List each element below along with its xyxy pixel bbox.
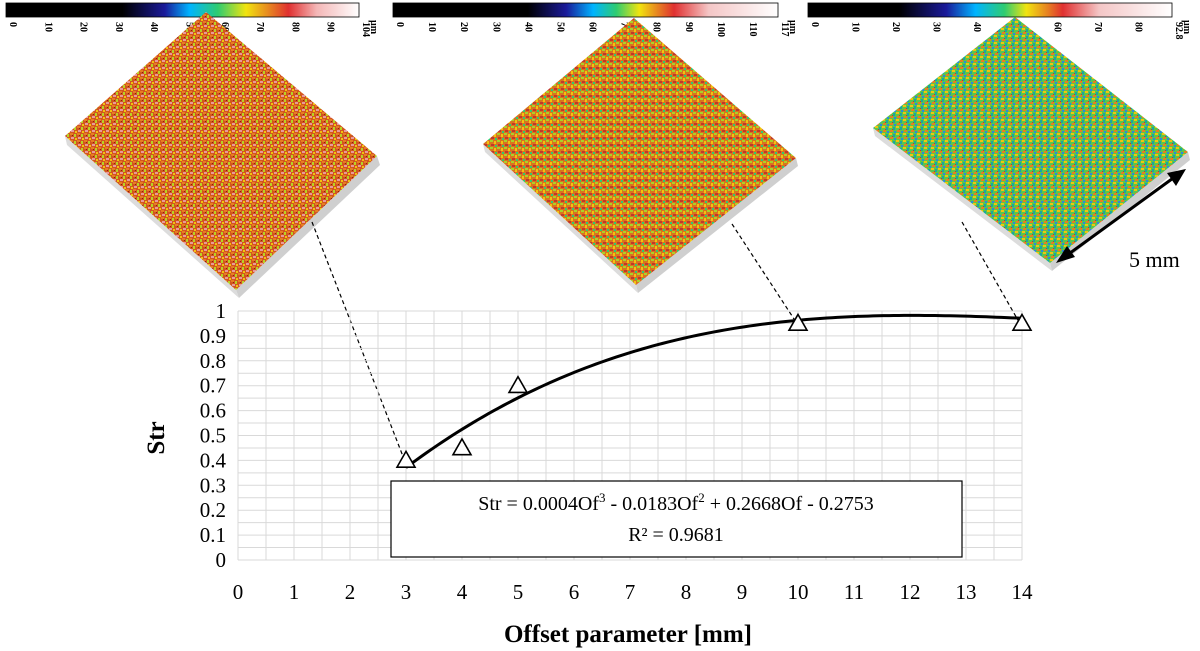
equation-box: Str = 0.0004Of3 - 0.0183Of2 + 0.2668Of -… xyxy=(390,480,963,558)
data-point-marker xyxy=(451,437,473,456)
colorbar-tick-label: 80 xyxy=(289,22,300,32)
x-tick-label: 8 xyxy=(681,580,692,604)
colorbar-tick-label: 20 xyxy=(890,22,901,32)
data-point-marker xyxy=(507,375,529,394)
colorbar-tick-label: 0 xyxy=(809,22,820,27)
equation-line-2: R² = 0.9681 xyxy=(628,524,724,546)
x-tick-label: 3 xyxy=(401,580,412,604)
colorbar-tick-label: 40 xyxy=(522,22,533,32)
colorbar-tick-label: 0 xyxy=(394,22,405,27)
x-tick-label: 9 xyxy=(737,580,748,604)
equation-line-1: Str = 0.0004Of3 - 0.0183Of2 + 0.2668Of -… xyxy=(478,490,874,515)
surface-image-1 xyxy=(65,12,380,298)
colorbar-gradient xyxy=(807,2,1173,18)
colorbar-gradient xyxy=(392,2,779,18)
x-tick-labels: 0 1 2 3 4 5 6 7 8 9 10 11 12 13 14 xyxy=(233,580,1033,604)
x-axis-title: Offset parameter [mm] xyxy=(504,621,752,648)
colorbar-tick-label: 100 xyxy=(715,22,726,37)
colorbar-tick-label: 40 xyxy=(148,22,159,32)
x-tick-label: 2 xyxy=(345,580,356,604)
colorbar-2: 0102030405060708090100110117µm xyxy=(392,2,798,37)
data-point-marker xyxy=(1011,312,1033,332)
trendline xyxy=(405,313,1023,469)
x-tick-label: 7 xyxy=(625,580,636,604)
colorbar-tick-label: 30 xyxy=(113,22,124,32)
surface-image-2 xyxy=(483,18,798,293)
y-tick-label: 0.5 xyxy=(200,424,226,448)
colorbar-tick-label: 0 xyxy=(7,22,18,27)
colorbar-tick-label: 104 xyxy=(360,22,371,37)
y-tick-label: 0.9 xyxy=(200,324,226,348)
y-tick-label: 0.3 xyxy=(200,473,226,497)
x-tick-label: 6 xyxy=(569,580,580,604)
y-axis-title: Str xyxy=(143,421,170,454)
colorbar-tick-label: 60 xyxy=(587,22,598,32)
y-tick-label: 0.7 xyxy=(200,374,226,398)
y-tick-labels: 00.10.20.30.40.50.60.70.80.91 xyxy=(200,299,227,572)
x-tick-label: 13 xyxy=(956,580,977,604)
x-tick-label: 12 xyxy=(900,580,921,604)
y-tick-label: 0.4 xyxy=(200,448,227,472)
colorbar-tick-label: 117 xyxy=(779,22,790,36)
y-tick-label: 0 xyxy=(216,548,227,572)
colorbar-tick-label: 30 xyxy=(930,22,941,32)
data-point-marker xyxy=(395,449,417,468)
x-tick-label: 5 xyxy=(513,580,524,604)
leader-line-2 xyxy=(731,223,797,323)
colorbar-tick-label: 92.8 xyxy=(1173,22,1184,40)
data-point-marker xyxy=(787,312,809,332)
colorbar-tick-label: 110 xyxy=(747,22,758,36)
surface-image-3 xyxy=(873,17,1190,271)
colorbar-tick-label: 60 xyxy=(219,22,230,32)
y-tick-label: 0.6 xyxy=(200,399,226,423)
x-tick-label: 1 xyxy=(289,580,300,604)
scale-label: 5 mm xyxy=(1129,247,1180,272)
y-tick-label: 0.1 xyxy=(200,523,226,547)
colorbar-1: 0102030405060708090104µm xyxy=(5,2,379,37)
colorbar-tick-label: 20 xyxy=(78,22,89,32)
colorbar-tick-label: 10 xyxy=(42,22,53,32)
colorbar-unit-label: µm xyxy=(1181,20,1192,35)
colorbar-tick-label: 40 xyxy=(971,22,982,32)
leader-line-3 xyxy=(961,221,1020,323)
y-tick-label: 0.2 xyxy=(200,498,226,522)
colorbar-unit-label: µm xyxy=(368,20,379,35)
y-tick-label: 0.8 xyxy=(200,349,226,373)
colorbar-tick-label: 50 xyxy=(554,22,565,32)
colorbar-tick-label: 90 xyxy=(683,22,694,32)
colorbar-tick-label: 70 xyxy=(254,22,265,32)
x-tick-label: 0 xyxy=(233,580,244,604)
y-tick-label: 1 xyxy=(216,299,227,323)
x-tick-label: 14 xyxy=(1012,580,1034,604)
scale-arrow xyxy=(1056,169,1186,263)
data-markers xyxy=(395,312,1033,468)
leader-line-1 xyxy=(311,221,405,460)
colorbar-tick-label: 80 xyxy=(651,22,662,32)
colorbar-unit-label: µm xyxy=(787,20,798,35)
plot-area: 0 1 2 3 4 5 6 7 8 9 10 11 12 13 14 00.10.20.30.40.50.6… xyxy=(200,299,1033,604)
x-tick-label: 10 xyxy=(788,580,809,604)
colorbar-tick-label: 90 xyxy=(325,22,336,32)
colorbar-tick-label: 20 xyxy=(458,22,469,32)
colorbar-gradient xyxy=(5,2,360,18)
colorbar-tick-label: 70 xyxy=(1092,22,1103,32)
colorbar-tick-label: 60 xyxy=(1052,22,1063,32)
colorbar-tick-label: 10 xyxy=(426,22,437,32)
x-tick-label: 11 xyxy=(844,580,864,604)
leader-lines xyxy=(311,221,1020,460)
colorbar-tick-label: 10 xyxy=(849,22,860,32)
x-tick-label: 4 xyxy=(457,580,468,604)
colorbar-tick-label: 80 xyxy=(1133,22,1144,32)
colorbar-tick-label: 30 xyxy=(490,22,501,32)
